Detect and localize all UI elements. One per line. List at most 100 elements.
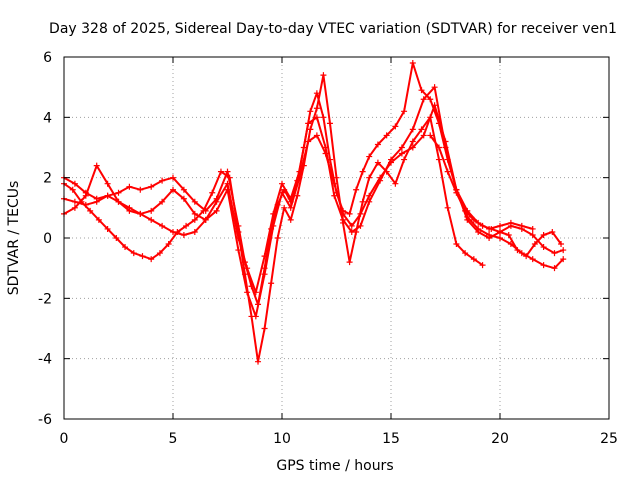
data-point	[514, 247, 521, 254]
data-point	[359, 168, 366, 175]
x-tick-label: 25	[600, 431, 618, 447]
data-point	[377, 177, 384, 184]
data-point	[307, 126, 314, 133]
data-point	[183, 222, 190, 229]
data-point	[191, 210, 198, 217]
data-point	[156, 250, 163, 257]
series-track-e	[427, 132, 565, 260]
data-point	[170, 186, 176, 193]
data-point	[126, 183, 133, 190]
data-point	[551, 265, 558, 272]
data-point	[497, 228, 503, 235]
data-point	[398, 144, 405, 151]
data-point	[359, 198, 366, 205]
data-point	[558, 241, 565, 248]
data-point	[113, 235, 120, 241]
series-line	[429, 134, 562, 258]
data-point	[529, 231, 536, 238]
data-point	[261, 271, 268, 278]
data-point	[148, 216, 155, 223]
data-point	[281, 204, 288, 211]
data-point	[374, 159, 381, 166]
y-tick-label: 4	[43, 110, 52, 126]
data-point	[529, 225, 536, 232]
tick-layer: 0 5 10 15 20 25 -6 -4 -2 0 2 4 6	[38, 50, 618, 447]
data-point	[560, 247, 567, 254]
data-point	[296, 168, 303, 175]
data-point	[427, 96, 434, 103]
data-point	[357, 222, 364, 229]
data-point	[180, 231, 187, 238]
data-point	[409, 144, 416, 151]
data-point	[93, 198, 100, 205]
data-point	[479, 262, 486, 269]
data-point	[126, 204, 133, 211]
data-point	[170, 174, 176, 181]
data-point	[115, 189, 122, 196]
data-point	[366, 198, 373, 205]
data-point	[202, 216, 209, 223]
data-point	[326, 120, 333, 127]
data-point	[180, 186, 187, 193]
data-point	[130, 250, 137, 257]
data-point	[115, 198, 122, 205]
data-point	[409, 126, 416, 133]
x-tick-label: 15	[382, 431, 400, 447]
data-point	[479, 222, 486, 229]
series-line	[63, 86, 565, 294]
data-point	[95, 216, 102, 223]
data-point	[366, 153, 373, 160]
data-point	[529, 256, 536, 263]
y-tick-label: -6	[38, 412, 52, 428]
data-point	[209, 189, 216, 196]
series-track-d	[61, 84, 567, 296]
data-point	[252, 313, 259, 320]
data-point	[159, 222, 166, 229]
data-point	[442, 144, 449, 151]
y-tick-label: 6	[43, 50, 52, 66]
data-point	[87, 207, 94, 214]
data-point	[453, 189, 460, 196]
data-point	[287, 204, 294, 211]
data-point	[549, 228, 556, 235]
data-point	[540, 244, 547, 251]
data-point	[270, 210, 277, 217]
data-point	[104, 192, 111, 199]
data-point	[82, 192, 89, 199]
data-point	[409, 138, 416, 145]
data-point	[261, 253, 268, 260]
data-point	[137, 186, 144, 193]
data-point	[507, 222, 514, 229]
data-point	[346, 259, 353, 266]
data-point	[366, 174, 373, 181]
x-tick-label: 10	[273, 431, 291, 447]
x-axis-label: GPS time / hours	[276, 458, 393, 474]
data-point	[420, 96, 427, 103]
x-tick-label: 0	[60, 431, 69, 447]
data-point	[486, 235, 493, 241]
data-point	[213, 207, 220, 214]
data-point	[418, 126, 425, 133]
data-point	[217, 168, 224, 175]
data-point	[383, 132, 390, 139]
data-point	[340, 216, 347, 223]
data-point	[540, 231, 547, 238]
data-point	[252, 289, 259, 296]
data-point	[462, 207, 469, 214]
data-point	[427, 132, 434, 139]
data-point	[69, 186, 76, 193]
data-point	[470, 256, 477, 263]
data-point	[305, 120, 312, 127]
data-point	[462, 250, 469, 257]
data-point	[148, 183, 155, 190]
data-point	[322, 144, 329, 151]
data-point	[420, 132, 427, 139]
data-point	[224, 168, 231, 175]
data-point	[82, 201, 89, 208]
data-point	[488, 225, 495, 232]
data-point	[255, 358, 262, 365]
data-point	[431, 102, 438, 109]
x-tick-label: 20	[491, 431, 509, 447]
